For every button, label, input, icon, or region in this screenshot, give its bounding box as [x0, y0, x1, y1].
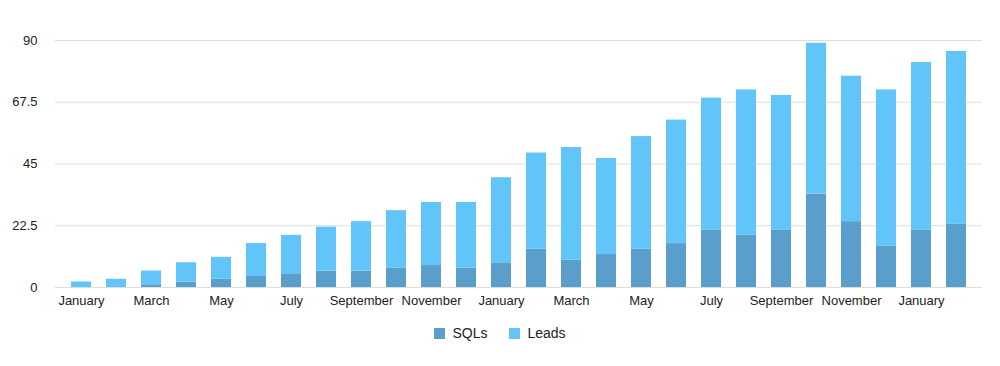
svg-text:September: September: [750, 293, 814, 308]
svg-text:January: January: [478, 293, 525, 308]
svg-text:May: May: [629, 293, 654, 308]
svg-text:January: January: [898, 293, 945, 308]
svg-text:March: March: [133, 293, 169, 308]
svg-text:22.5: 22.5: [12, 218, 37, 233]
svg-text:45: 45: [23, 156, 37, 171]
svg-text:67.5: 67.5: [12, 94, 37, 109]
svg-text:July: July: [280, 293, 304, 308]
svg-text:0: 0: [30, 280, 37, 295]
svg-text:September: September: [330, 293, 394, 308]
html-text:Leads: Leads: [527, 325, 566, 341]
svg-text:90: 90: [23, 33, 37, 48]
svg-text:January: January: [58, 293, 105, 308]
svg-text:November: November: [402, 293, 463, 308]
html-text:SQLs: SQLs: [452, 325, 488, 341]
svg-text:July: July: [700, 293, 724, 308]
svg-text:November: November: [822, 293, 883, 308]
svg-text:March: March: [553, 293, 589, 308]
svg-text:May: May: [209, 293, 234, 308]
